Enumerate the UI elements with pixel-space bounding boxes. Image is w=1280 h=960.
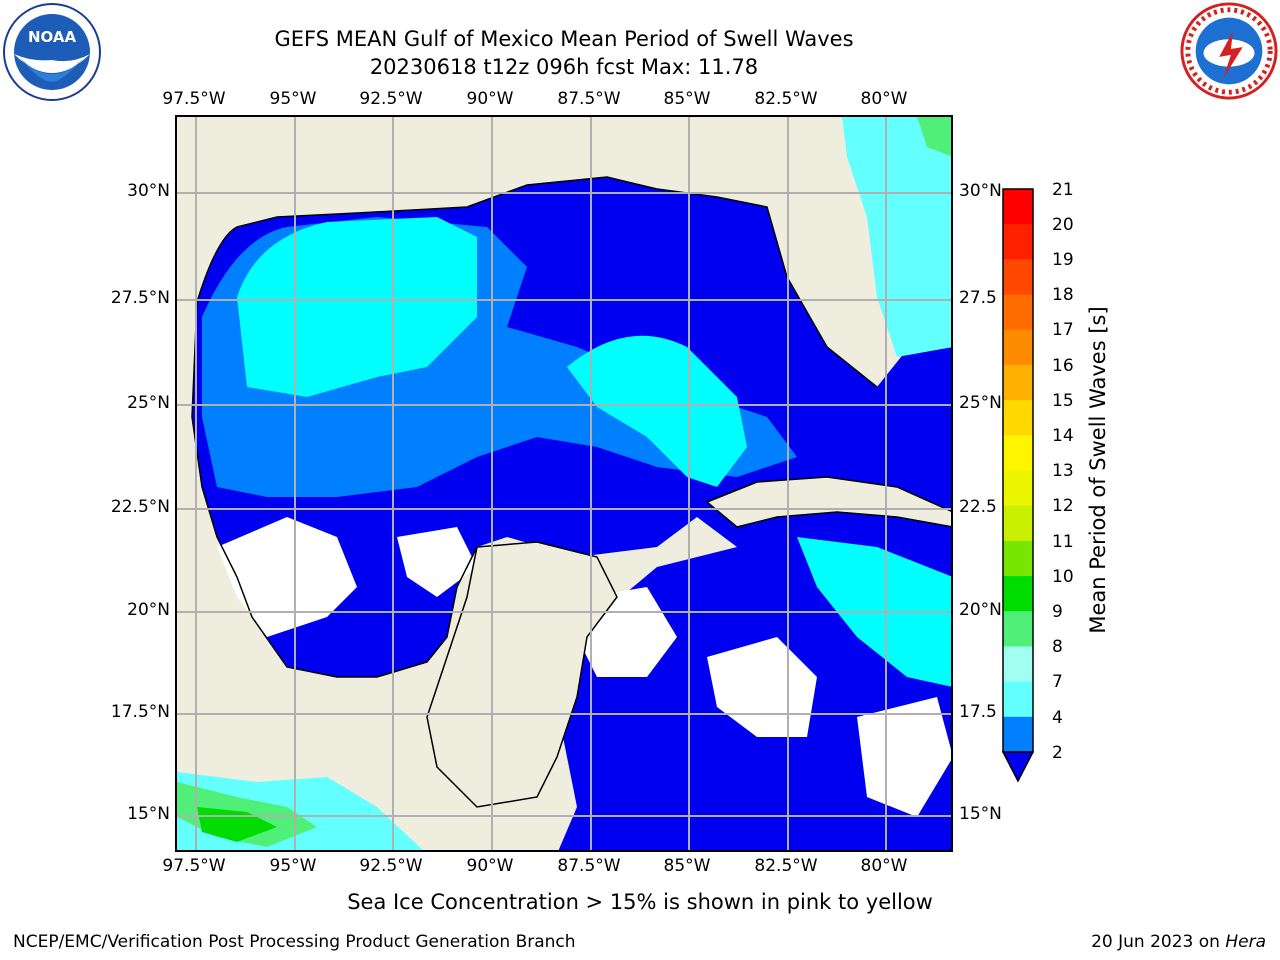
lon-tick: 87.5°W — [557, 856, 621, 876]
credit-text: NCEP/EMC/Verification Post Processing Pr… — [13, 932, 576, 952]
colorbar-segment — [1003, 189, 1033, 225]
lon-tick: 92.5°W — [359, 856, 423, 876]
colorbar-segment — [1003, 505, 1033, 542]
lon-tick: 85°W — [663, 89, 711, 109]
lat-tick: 25°N — [127, 393, 170, 413]
lon-tick: 87.5°W — [557, 89, 621, 109]
svg-text:NOAA: NOAA — [28, 28, 77, 46]
colorbar — [1001, 188, 1035, 783]
colorbar-tick: 16 — [1052, 356, 1074, 376]
chart-subtitle: 20230618 t12z 096h fcst Max: 11.78 — [369, 55, 759, 79]
lat-tick: 15°N — [959, 804, 1002, 824]
colorbar-segment — [1003, 681, 1033, 718]
lon-tick: 90°W — [466, 89, 514, 109]
colorbar-tick: 12 — [1052, 496, 1074, 516]
map-canvas — [177, 117, 951, 850]
atlantic-water — [842, 117, 951, 357]
lon-tick: 80°W — [860, 856, 908, 876]
colorbar-segment — [1003, 400, 1033, 436]
colorbar-label: Mean Period of Swell Waves [s] — [1086, 306, 1110, 634]
lat-tick: 20°N — [959, 600, 1002, 620]
colorbar-segment — [1003, 259, 1033, 296]
graticule — [177, 117, 951, 850]
lon-tick: 80°W — [860, 89, 908, 109]
colorbar-tick: 20 — [1052, 215, 1074, 235]
yucatan — [426, 541, 618, 808]
lat-tick: 15°N — [127, 804, 170, 824]
colorbar-tick: 7 — [1052, 672, 1063, 692]
colorbar-segment — [1003, 646, 1033, 683]
lon-tick: 90°W — [466, 856, 514, 876]
colorbar-tick: 8 — [1052, 637, 1063, 657]
lat-tick: 17.5 — [959, 702, 997, 722]
lon-tick: 92.5°W — [359, 89, 423, 109]
lon-tick: 82.5°W — [754, 89, 818, 109]
sea-ice-note: Sea Ice Concentration > 15% is shown in … — [347, 890, 933, 914]
colorbar-tick: 14 — [1052, 426, 1074, 446]
run-date: 20 Jun 2023 on Hera — [1091, 932, 1266, 952]
lat-tick: 30°N — [959, 181, 1002, 201]
colorbar-tick: 9 — [1052, 602, 1063, 622]
lat-tick: 27.5 — [959, 288, 997, 308]
colorbar-tick: 15 — [1052, 391, 1074, 411]
colorbar-segment — [1003, 470, 1033, 507]
lon-tick: 82.5°W — [754, 856, 818, 876]
colorbar-segment — [1003, 576, 1033, 612]
lat-tick: 22.5°N — [110, 497, 170, 517]
chart-title: GEFS MEAN Gulf of Mexico Mean Period of … — [274, 27, 854, 51]
colorbar-tick: 13 — [1052, 461, 1074, 481]
lon-tick: 85°W — [663, 856, 711, 876]
colorbar-tick: 17 — [1052, 320, 1074, 340]
lon-tick: 97.5°W — [162, 856, 226, 876]
colorbar-tick: 2 — [1052, 743, 1063, 763]
colorbar-segment — [1003, 364, 1033, 401]
lat-tick: 30°N — [127, 181, 170, 201]
lat-tick: 20°N — [127, 600, 170, 620]
lat-tick: 17.5°N — [110, 702, 170, 722]
colorbar-tick: 18 — [1052, 285, 1074, 305]
lon-tick: 97.5°W — [162, 89, 226, 109]
colorbar-tick: 10 — [1052, 567, 1074, 587]
date-text: 20 Jun 2023 on — [1091, 932, 1220, 952]
noaa-logo: NOAA — [3, 3, 101, 101]
colorbar-segment — [1003, 540, 1033, 577]
colorbar-tick: 19 — [1052, 250, 1074, 270]
machine-name: Hera — [1225, 932, 1266, 952]
lat-tick: 22.5 — [959, 497, 997, 517]
colorbar-tick: 4 — [1052, 708, 1063, 728]
lon-tick: 95°W — [269, 856, 317, 876]
lat-tick: 25°N — [959, 393, 1002, 413]
colorbar-segment — [1003, 224, 1033, 260]
map-panel — [175, 115, 953, 852]
colorbar-segment — [1003, 611, 1033, 647]
colorbar-segment — [1003, 329, 1033, 366]
colorbar-segment — [1003, 294, 1033, 331]
nws-logo — [1180, 2, 1278, 100]
lon-tick: 95°W — [269, 89, 317, 109]
colorbar-tick: 11 — [1052, 532, 1074, 552]
cuba — [705, 476, 951, 528]
colorbar-segment — [1003, 716, 1033, 753]
colorbar-segment — [1003, 435, 1033, 471]
lat-tick: 27.5°N — [110, 288, 170, 308]
colorbar-tick: 21 — [1052, 180, 1074, 200]
